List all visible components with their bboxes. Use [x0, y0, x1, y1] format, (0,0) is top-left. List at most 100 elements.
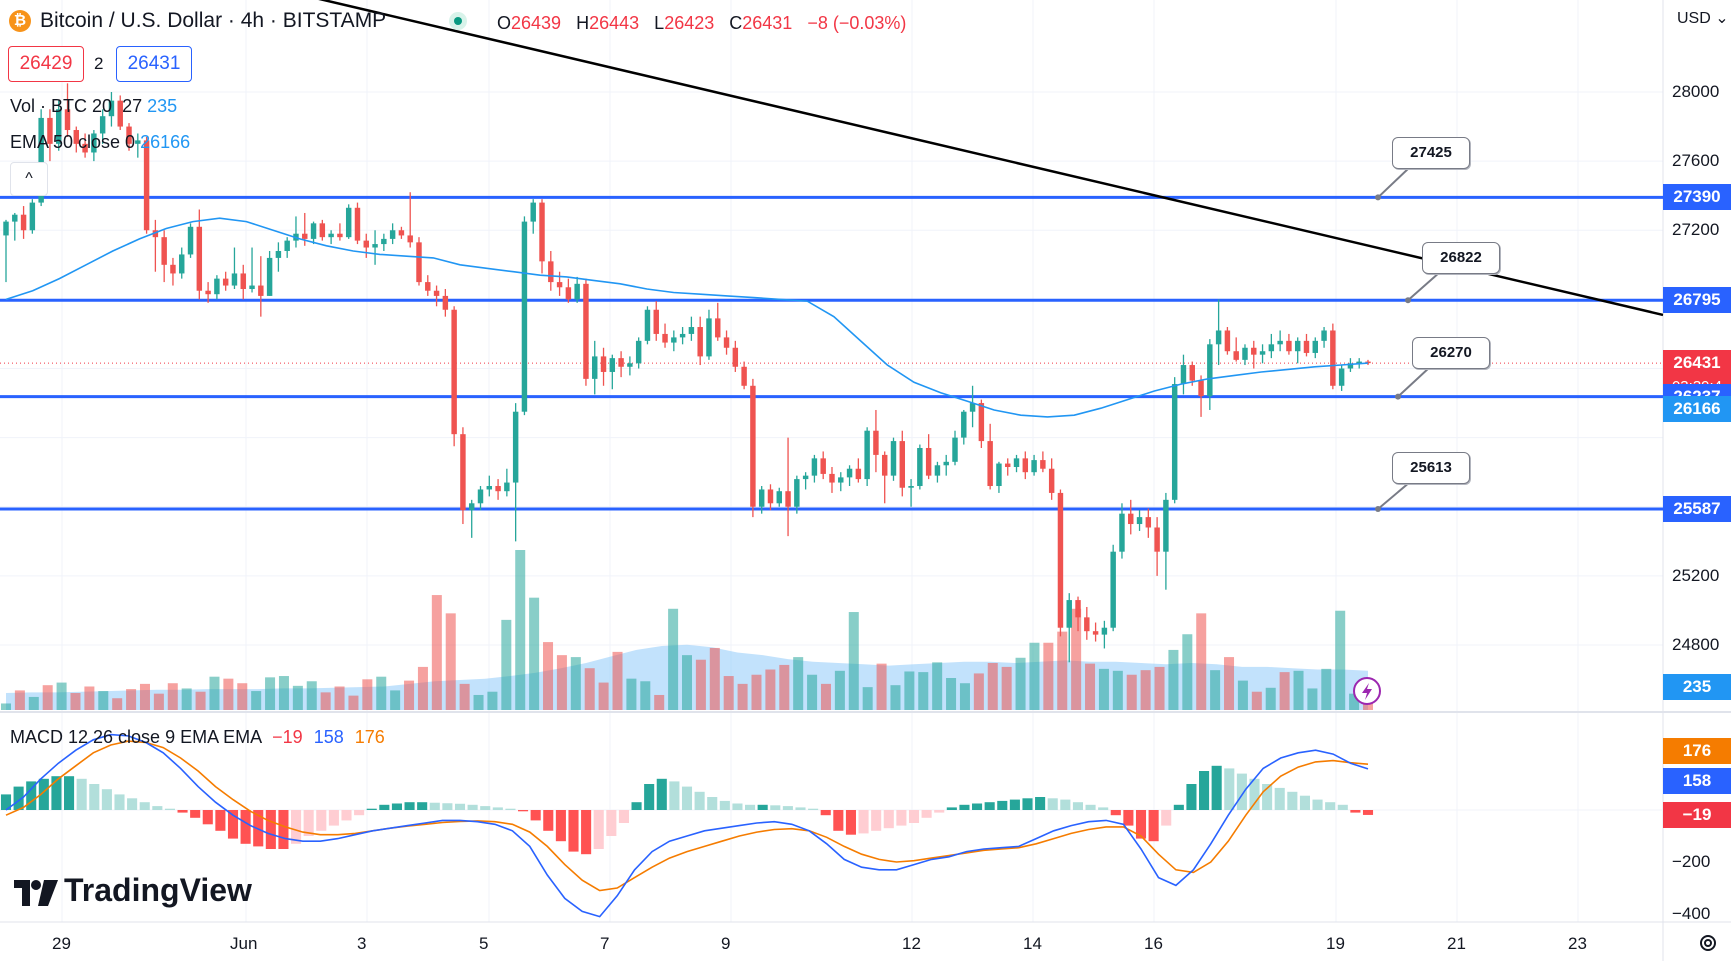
macd-histogram-bar: [26, 781, 37, 810]
candle-body: [1224, 330, 1231, 352]
macd-histogram-bar: [921, 810, 932, 818]
volume-bar: [459, 683, 470, 710]
candle-body: [1057, 492, 1064, 628]
candle-body: [609, 358, 616, 372]
volume-bar: [640, 681, 651, 710]
macd-histogram-bar: [681, 786, 693, 810]
candle-body: [1356, 361, 1362, 364]
macd-histogram-bar: [467, 804, 478, 810]
candle-body: [618, 358, 624, 367]
ohlc-values: O26439 H26443 L26423 C26431 −8 (−0.03%): [497, 13, 916, 34]
level-callout[interactable]: 27425: [1392, 137, 1470, 169]
time-axis-tick: 19: [1326, 934, 1345, 953]
candle-body: [1312, 340, 1319, 353]
candle-body: [1303, 340, 1310, 353]
macd-histogram-bar: [101, 789, 112, 810]
horizontal-levels[interactable]: [0, 166, 1663, 512]
volume-bar: [1321, 668, 1332, 710]
volume-bar: [1210, 670, 1221, 710]
volume-bar: [501, 619, 512, 710]
macd-histogram-bar: [1022, 798, 1033, 810]
volume-bar: [987, 662, 998, 710]
macd-histogram-bar: [820, 810, 831, 816]
macd-histogram-bar: [1072, 802, 1083, 810]
macd-histogram-bar: [934, 810, 945, 813]
macd-histogram-bar: [530, 810, 541, 821]
macd-histogram-bar: [328, 810, 339, 826]
candle-body: [1259, 351, 1266, 355]
volume-bar: [793, 657, 804, 710]
ema-legend[interactable]: EMA 50 close 0 26166: [10, 132, 190, 153]
macd-histogram-bar: [404, 802, 415, 810]
candle-body: [152, 230, 159, 238]
volume-bar: [487, 691, 498, 710]
volume-bar: [153, 693, 164, 710]
macd-histogram-bar: [454, 803, 466, 810]
volume-bar: [1043, 642, 1054, 710]
level-price-label: 27390: [1663, 184, 1731, 211]
macd-histogram-bar: [795, 807, 806, 810]
macd-histogram-bar: [745, 804, 756, 810]
candle-body: [811, 458, 818, 476]
tradingview-logo[interactable]: TradingView: [14, 872, 252, 909]
candle-body: [592, 356, 598, 379]
candle-body: [1092, 631, 1099, 635]
candle-body: [1338, 368, 1345, 386]
macd-histogram-bar: [291, 810, 302, 844]
volume-bar: [737, 683, 748, 710]
volume-bar: [543, 642, 554, 710]
volume-bar: [946, 678, 957, 710]
candle-body: [776, 491, 782, 504]
macd-histogram-bar: [227, 810, 239, 839]
candle-body: [73, 130, 80, 144]
macd-histogram-bar: [76, 778, 87, 810]
lightning-icon[interactable]: [1353, 677, 1381, 705]
volume-bar: [1168, 649, 1179, 710]
symbol-title[interactable]: Bitcoin / U.S. Dollar · 4h · BITSTAMP: [40, 9, 387, 32]
macd-histogram-bar: [341, 810, 352, 821]
candle-body: [170, 264, 176, 274]
candle-body: [521, 221, 528, 412]
volume-legend[interactable]: Vol · BTC 20 27 235: [10, 96, 177, 117]
candle-body: [600, 356, 607, 372]
sell-price-button[interactable]: 26429: [8, 46, 84, 82]
macd-histogram-bar: [429, 802, 440, 810]
macd-histogram-bar: [833, 810, 844, 831]
macd-histogram-bar: [127, 798, 138, 810]
volume-bar: [1057, 631, 1068, 710]
macd-histogram-bar: [391, 803, 402, 810]
currency-selector[interactable]: USD ⌄: [1677, 10, 1729, 27]
candle-body: [1233, 351, 1239, 360]
volume-bar: [1098, 668, 1109, 710]
macd-legend[interactable]: MACD 12 26 close 9 EMA EMA −19 158 176: [10, 727, 385, 748]
macd-histogram-bar: [190, 810, 201, 818]
candle-body: [284, 240, 290, 251]
volume-bar: [195, 691, 206, 710]
settings-gear-icon[interactable]: [1697, 932, 1719, 954]
volume-bar: [751, 674, 762, 710]
level-callout[interactable]: 26822: [1422, 242, 1500, 274]
low-label: L: [654, 13, 665, 33]
level-callout[interactable]: 26270: [1412, 337, 1490, 369]
buy-price-button[interactable]: 26431: [116, 46, 192, 82]
candle-body: [425, 282, 431, 291]
macd-histogram-bar: [1236, 773, 1247, 810]
level-callout[interactable]: 25613: [1392, 452, 1470, 484]
volume-bar: [1307, 688, 1318, 710]
macd-histogram-bar: [1312, 799, 1323, 810]
volume-bar: [98, 691, 109, 710]
collapse-legend-button[interactable]: ^: [10, 162, 48, 196]
volume-bar: [779, 664, 790, 710]
candle-body: [354, 207, 361, 241]
trendline[interactable]: [0, 0, 1664, 317]
candle-body: [187, 226, 194, 255]
candle-body: [108, 100, 115, 117]
candle-body: [1330, 330, 1336, 386]
macd-histogram-bar: [593, 810, 604, 849]
volume-bar: [167, 683, 178, 710]
macd-histogram-bar: [1249, 778, 1260, 810]
candle-body: [556, 282, 563, 288]
time-axis-tick: 29: [52, 934, 71, 953]
candle-body: [1347, 363, 1354, 369]
